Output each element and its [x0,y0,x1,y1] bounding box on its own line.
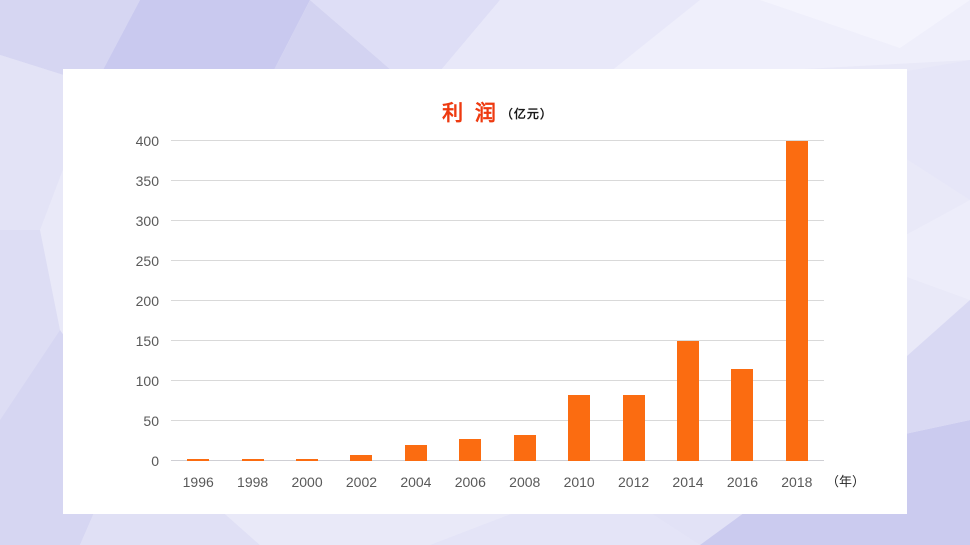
bar-2016 [731,369,753,461]
bar-2014 [677,341,699,461]
y-axis-tick-label: 200 [135,293,159,309]
chart-title-row: 利 润（亿元） [171,97,824,131]
x-axis-tick-label: 2006 [454,474,486,490]
bar-2010 [568,394,590,461]
bar-2008 [514,435,536,461]
bar-2004 [405,445,427,461]
x-axis-tick-label: 2016 [726,474,758,490]
gridline [171,380,824,381]
x-axis-tick-label: 2002 [345,474,378,490]
x-axis-tick-label: 2018 [781,474,813,490]
y-axis-tick-label: 400 [135,133,159,149]
x-axis-tick-label: 2012 [618,474,650,490]
bar-2018 [786,141,808,461]
gridline [171,220,824,221]
chart-unit-label: （亿元） [500,107,553,121]
y-axis-tick-label: 300 [135,213,159,229]
gridline [171,340,824,341]
x-axis-tick-label: 2000 [291,474,323,490]
chart-card: 利 润（亿元） 0 50 100 150 200 250 300 350 400 1996 199… [63,69,907,514]
y-axis-tick-label: 0 [151,453,159,469]
chart-title: 利 润 [442,102,499,125]
bar-2002 [350,455,372,461]
x-axis-labels: 1996 1998 2000 2002 2004 2006 2008 2010 2012 2014… [171,472,824,492]
y-axis-tick-label: 100 [135,373,159,389]
gridline [171,420,824,421]
y-axis-labels: 0 50 100 150 200 250 300 350 400 [63,133,165,469]
y-axis-tick-label: 350 [135,173,159,189]
x-axis-tick-label: 2010 [563,474,595,490]
y-axis-tick-label: 50 [143,413,159,429]
y-axis-tick-label: 250 [135,253,159,269]
x-axis-tick-label: 1998 [237,474,269,490]
gridline [171,300,824,301]
x-axis-tick-label: 2004 [400,474,432,490]
bar-2000 [296,458,318,461]
x-axis-tick-label: 2014 [672,474,704,490]
x-axis-tick-label: 2008 [509,474,541,490]
x-axis-unit-label: （年） [826,474,866,489]
x-axis-tick-label: 1996 [182,474,214,490]
bar-1998 [242,458,264,461]
plot-area [171,140,824,461]
y-axis-tick-label: 150 [135,333,159,349]
gridline [171,140,824,141]
gridline [171,180,824,181]
bar-1996 [187,459,209,461]
x-axis-line [171,460,824,461]
bar-2012 [623,394,645,461]
gridline [171,260,824,261]
bar-2006 [459,439,481,461]
